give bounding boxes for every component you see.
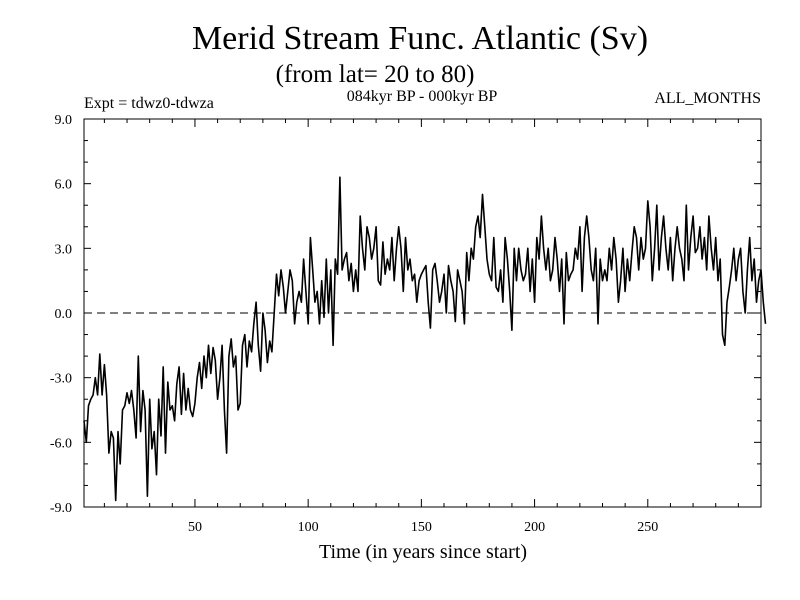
y-tick-label: 3.0 <box>55 242 73 257</box>
x-tick-label: 200 <box>524 520 545 535</box>
y-tick-label: 6.0 <box>55 178 73 193</box>
y-tick-label: -6.0 <box>50 436 72 451</box>
x-axis-label: Time (in years since start) <box>319 541 527 563</box>
chart-title: Merid Stream Func. Atlantic (Sv) <box>192 20 648 57</box>
expt-label: Expt = tdwz0-tdwza <box>84 95 214 112</box>
chart-subtitle: (from lat= 20 to 80) <box>276 61 475 88</box>
x-tick-label: 100 <box>298 520 319 535</box>
x-tick-label: 50 <box>188 520 202 535</box>
x-tick-label: 150 <box>411 520 432 535</box>
x-tick-label: 250 <box>637 520 658 535</box>
y-tick-label: -3.0 <box>50 372 72 387</box>
months-label: ALL_MONTHS <box>654 90 761 107</box>
data-series-line <box>83 176 767 502</box>
y-tick-label: -9.0 <box>50 501 72 516</box>
y-tick-label: 0.0 <box>55 307 73 322</box>
x-axis: 50 100 150 200 250 <box>103 119 739 535</box>
y-tick-label: 9.0 <box>55 113 73 128</box>
period-label: 084kyr BP - 000kyr BP <box>347 88 498 105</box>
